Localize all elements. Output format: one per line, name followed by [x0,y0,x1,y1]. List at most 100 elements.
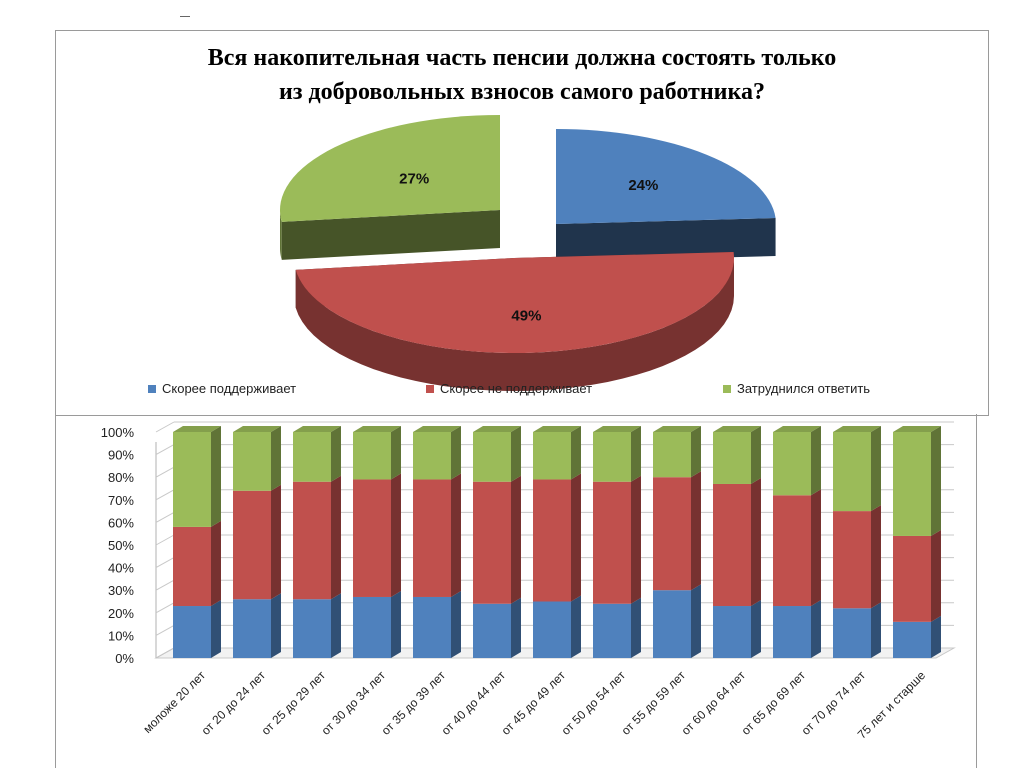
bar-segment-3-1 [353,473,401,597]
bar-segment-side-4-1 [451,473,461,597]
bar-segment-side-9-0 [751,600,761,658]
bar-y-tick-label-6: 60% [108,515,134,530]
bar-segment-front-12-0 [893,621,931,658]
bar-y-tick-label-3: 30% [108,583,134,598]
bar-segment-10-2 [773,426,821,496]
bar-segment-side-4-2 [451,426,461,480]
bar-segment-side-3-2 [391,426,401,480]
bar-y-tick-label-4: 40% [108,561,134,576]
bar-segment-8-1 [653,471,701,591]
bar-segment-0-0 [173,600,221,658]
bar-segment-1-1 [233,484,281,600]
bar-segment-front-12-2 [893,432,931,536]
bar-segment-10-1 [773,489,821,607]
bar-segment-front-2-1 [293,481,331,600]
bar-segment-side-8-1 [691,471,701,591]
pie-chart-title-line-2: из добровольных взносов самого работника… [279,79,765,105]
bar-segment-8-0 [653,584,701,658]
pie-slice-top-2 [280,115,500,222]
bar-segment-front-8-2 [653,432,691,478]
bar-grid-diag-1 [155,624,175,636]
bar-grid-diag-9 [155,444,175,456]
bar-segment-side-11-0 [871,602,881,658]
bar-segment-0-1 [173,520,221,607]
bar-segment-side-12-0 [931,615,941,658]
bar-segment-front-5-2 [473,432,511,482]
bar-segment-top-11-2 [833,426,881,432]
bar-segment-side-2-0 [331,593,341,658]
pie-slice-rim-2 [280,210,282,260]
bar-segment-side-11-1 [871,505,881,609]
bar-segment-front-5-1 [473,481,511,604]
legend-label-support: Скорее поддерживает [162,381,297,396]
bar-segment-top-8-2 [653,426,701,432]
bar-segment-2-2 [293,426,341,482]
bar-segment-9-0 [713,600,761,658]
bar-segment-top-7-2 [593,426,641,432]
bar-segment-top-2-2 [293,426,341,432]
pie-slice-rim-1 [295,258,734,391]
bar-segment-side-10-1 [811,489,821,607]
pie-slice-label-2: 27% [399,170,429,187]
bar-segment-side-4-0 [451,590,461,658]
bar-segment-front-8-1 [653,477,691,591]
bar-segment-front-6-2 [533,432,571,480]
bar-segment-side-3-0 [391,590,401,658]
bar-segment-side-12-1 [931,529,941,622]
legend-item-support: Скорее поддерживает [148,381,296,396]
bar-chart-panel: 0% 10% 20% 30% 40% 50% 60% 70% 80% 90% 100% моложе … [55,414,977,768]
bar-segment-front-0-2 [173,432,211,527]
bar-segment-top-3-2 [353,426,401,432]
bar-segment-11-0 [833,602,881,658]
bar-y-tick-label-9: 90% [108,448,134,463]
bar-segment-front-3-0 [353,596,391,658]
bar-segment-top-0-2 [173,426,221,432]
bar-grid-diag-2 [155,602,175,614]
pie-slice-0: 24% [556,129,776,262]
bar-segment-side-1-2 [271,426,281,491]
pie-slice-2: 27% [280,115,500,260]
bar-segment-5-0 [473,597,521,658]
bar-segment-front-10-2 [773,432,811,496]
bar-segment-side-11-2 [871,426,881,512]
bar-segment-12-1 [893,529,941,622]
bar-segment-front-4-1 [413,479,451,597]
legend-item-undecided: Затруднился ответить [723,381,870,396]
bar-segment-top-9-2 [713,426,761,432]
bar-segment-front-3-1 [353,479,391,597]
bar-segment-side-0-0 [211,600,221,658]
bar-segment-front-9-1 [713,483,751,607]
bar-segment-side-9-1 [751,477,761,607]
bar-segment-5-2 [473,426,521,482]
bar-chart: 0% 10% 20% 30% 40% 50% 60% 70% 80% 90% 100% моложе … [101,421,956,742]
bar-grid-diag-5 [155,534,175,546]
bar-segment-1-0 [233,593,281,658]
bar-segment-side-1-1 [271,484,281,600]
bar-segment-front-6-0 [533,601,571,658]
bar-segment-front-11-2 [833,432,871,512]
bar-segment-side-5-2 [511,426,521,482]
bar-segment-side-5-1 [511,475,521,604]
bar-segment-side-7-1 [631,475,641,604]
bar-segment-side-5-0 [511,597,521,658]
bar-segment-front-8-0 [653,590,691,658]
bar-segment-top-10-2 [773,426,821,432]
bar-segment-side-0-2 [211,426,221,527]
legend-swatch-undecided [723,384,731,393]
bar-segment-front-9-0 [713,606,751,658]
pie-slice-wall-start-2 [281,210,500,260]
bar-grid-diag-3 [155,579,175,591]
bar-segment-0-2 [173,426,221,527]
bar-segment-front-4-0 [413,596,451,658]
bar-segment-front-11-0 [833,608,871,658]
bar-segment-front-9-2 [713,432,751,484]
bar-segment-front-5-0 [473,603,511,658]
bar-segment-side-2-2 [331,426,341,482]
bar-segment-front-12-1 [893,535,931,622]
bar-y-tick-label-5: 50% [108,538,134,553]
bar-segment-front-11-1 [833,511,871,609]
bar-y-tick-label-8: 80% [108,470,134,485]
bar-segment-front-1-2 [233,432,271,491]
pie-slice-label-0: 24% [628,177,658,194]
bar-segment-front-7-2 [593,432,631,482]
